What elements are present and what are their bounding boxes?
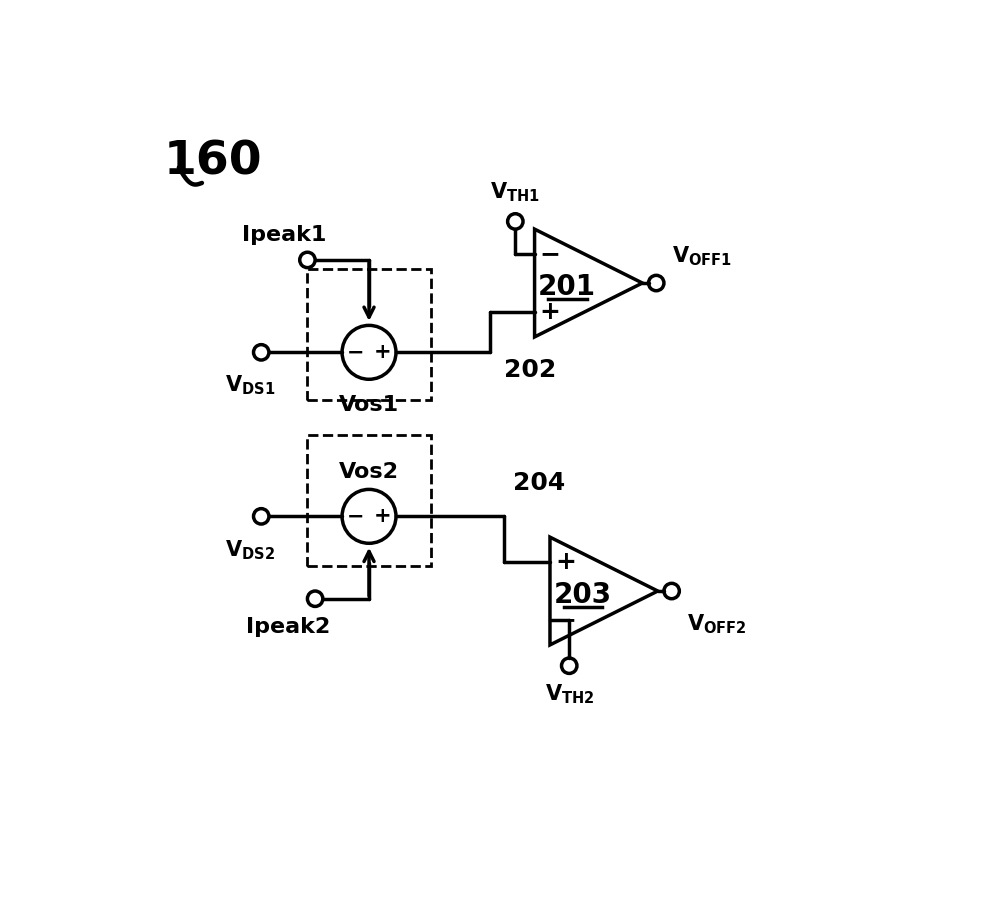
Text: $\mathbf{V_{OFF1}}$: $\mathbf{V_{OFF1}}$: [672, 244, 732, 268]
Text: −: −: [555, 608, 576, 632]
Text: +: +: [374, 343, 391, 363]
Text: 201: 201: [538, 273, 596, 301]
Bar: [307, 269, 430, 400]
Text: 203: 203: [553, 581, 612, 609]
Text: $\mathbf{V_{OFF2}}$: $\mathbf{V_{OFF2}}$: [687, 612, 747, 636]
Text: 204: 204: [513, 471, 565, 495]
Text: Ipeak1: Ipeak1: [243, 225, 326, 244]
Text: +: +: [374, 506, 391, 527]
Text: −: −: [346, 506, 364, 527]
Text: −: −: [540, 242, 561, 266]
Text: +: +: [540, 300, 561, 324]
Text: −: −: [346, 343, 364, 363]
Text: Ipeak2: Ipeak2: [247, 617, 330, 637]
Text: Vos1: Vos1: [339, 395, 399, 415]
Text: Vos2: Vos2: [339, 462, 399, 482]
Text: 160: 160: [164, 139, 262, 184]
Text: $\mathbf{V_{DS1}}$: $\mathbf{V_{DS1}}$: [225, 374, 274, 398]
Bar: [307, 436, 430, 566]
Text: $\mathbf{V_{TH2}}$: $\mathbf{V_{TH2}}$: [545, 683, 594, 706]
Text: $\mathbf{V_{TH1}}$: $\mathbf{V_{TH1}}$: [490, 181, 540, 205]
Text: +: +: [555, 550, 576, 574]
Text: $\mathbf{V_{DS2}}$: $\mathbf{V_{DS2}}$: [225, 538, 274, 562]
Text: 202: 202: [504, 358, 556, 382]
